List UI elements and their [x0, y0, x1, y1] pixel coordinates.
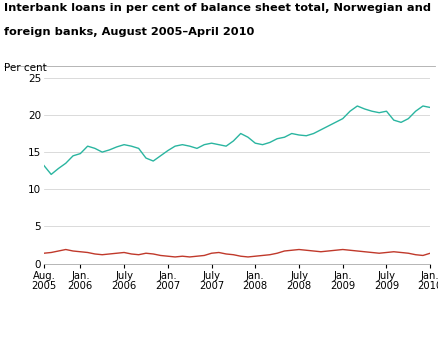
Text: Per cent: Per cent — [4, 63, 47, 73]
Text: Interbank loans in per cent of balance sheet total, Norwegian and: Interbank loans in per cent of balance s… — [4, 3, 431, 14]
Legend: Norwegian banks, Foreign banks: Norwegian banks, Foreign banks — [120, 337, 353, 338]
Text: foreign banks, August 2005–April 2010: foreign banks, August 2005–April 2010 — [4, 27, 254, 37]
